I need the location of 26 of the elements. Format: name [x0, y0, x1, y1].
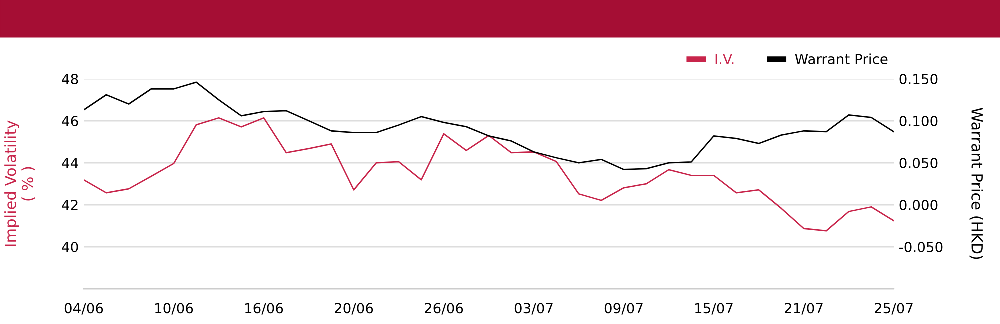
legend-label: I.V. [716, 54, 734, 64]
y2-tick-label: 0.000 [900, 200, 938, 210]
x-tick-label: 26/06 [425, 303, 464, 315]
x-tick-label: 15/07 [696, 303, 733, 315]
y-axis-title: Implied Volatility ( % ) [4, 120, 36, 246]
y-tick-label: 48 [62, 74, 78, 85]
x-tick-label: 03/07 [514, 303, 553, 315]
x-tick-label: 10/06 [156, 303, 194, 315]
y-tick-label: 42 [62, 200, 78, 210]
line-series [84, 117, 894, 232]
y2-tick-label: 0.050 [900, 158, 938, 169]
x-tick-label: 20/06 [335, 303, 374, 315]
y2-axis-title: Warrant Price (HKD) [970, 108, 984, 260]
y-tick-label: 44 [62, 158, 78, 168]
x-tick-label: 25/07 [875, 303, 913, 315]
y2-tick-label: -0.050 [900, 242, 943, 252]
legend-label: Warrant Price [795, 54, 888, 65]
x-tick-label: 09/07 [604, 303, 643, 315]
x-tick-label: 16/06 [246, 303, 284, 315]
line-series [84, 82, 894, 170]
x-tick-label: 04/06 [64, 303, 104, 315]
y-tick-label: 40 [62, 242, 78, 252]
x-tick-label: 21/07 [785, 303, 823, 315]
y2-tick-label: 0.150 [900, 74, 938, 85]
y2-tick-label: 0.100 [900, 116, 938, 127]
y-tick-label: 46 [62, 116, 78, 127]
